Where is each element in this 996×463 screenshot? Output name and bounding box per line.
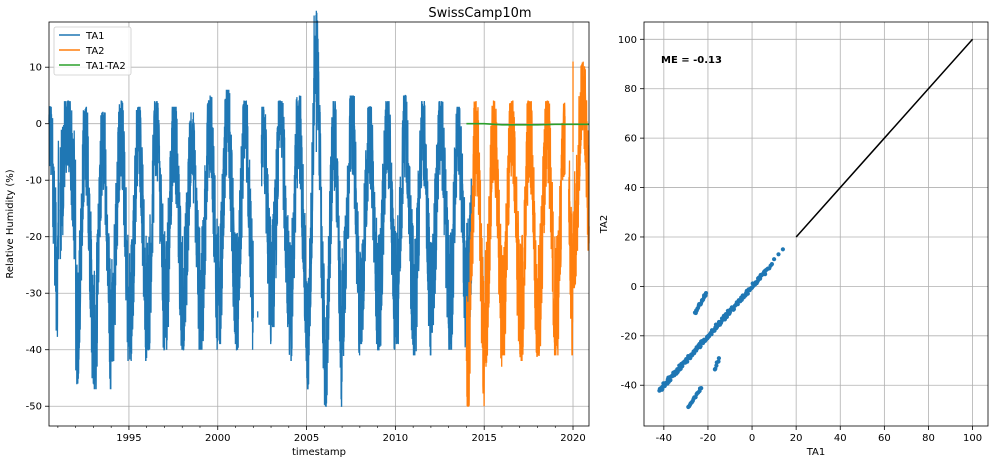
scatter-xtick-label: 100 [963,433,982,444]
scatter-point [776,252,781,257]
series-diff-line [466,122,589,126]
scatter-point [763,272,768,277]
legend-label-diff: TA1-TA2 [85,61,126,72]
scatter-xtick-label: 80 [922,433,935,444]
scatter-xtick-label: 20 [790,433,803,444]
scatter-xtick-label: -20 [700,433,716,444]
timeseries-title: SwissCamp10m [428,6,531,21]
scatter-point [699,386,704,391]
scatter-ytick-label: -20 [621,331,637,342]
scatter-point [716,356,722,361]
scatter-ytick-label: 100 [618,35,637,46]
scatter-point [713,366,718,371]
scatter-frame [643,21,989,427]
scatter-panel: -40 -20 0 20 40 60 80 100 100 80 60 40 20 0 -20 -40 ME … [599,21,989,458]
scatter-point [724,314,730,319]
timeseries-xtick-label: 1995 [116,433,141,444]
timeseries-panel: 1995 2000 2005 2010 2015 2020 10 0 -10 -20 -30 -40 -… [5,6,590,458]
timeseries-ytick-label: 10 [29,63,42,74]
scatter-data [657,38,974,410]
timeseries-ytick-label: 0 [36,119,42,130]
scatter-ytick-label: 20 [624,232,637,243]
timeseries-ylabel: Relative Humidity (%) [5,169,16,278]
scatter-reference-line [795,38,974,238]
scatter-point [698,344,703,349]
scatter-point [780,247,786,252]
timeseries-ytick-label: -30 [26,289,42,300]
timeseries-ytick-label: -40 [26,345,42,356]
scatter-point [716,359,721,364]
timeseries-frame [48,21,590,427]
scatter-ytick-label: 0 [631,282,637,293]
timeseries-xtick-label: 2010 [383,433,408,444]
scatter-ylabel: TA2 [599,215,610,235]
scatter-point [745,291,750,296]
timeseries-ytick-label: -10 [26,176,42,187]
scatter-xlabel: TA1 [806,447,826,458]
scatter-point [735,302,740,307]
scatter-point [714,363,719,368]
scatter-point [769,262,775,267]
timeseries-xtick-label: 2000 [205,433,230,444]
timeseries-xlabel: timestamp [292,447,346,458]
scatter-ytick-label: -40 [621,381,637,392]
legend-label-ta1: TA1 [85,31,105,42]
scatter-point [685,359,690,364]
series-ta1-line [48,12,473,407]
scatter-annotation-me: ME = -0.13 [661,55,722,66]
scatter-ytick-label: 40 [624,183,637,194]
scatter-xtick-label: -40 [656,433,672,444]
scatter-point [772,257,777,262]
legend-box [53,26,132,76]
timeseries-xtick-label: 2020 [560,433,585,444]
scatter-gridlines [644,22,988,426]
timeseries-legend: TA1 TA2 TA1-TA2 [53,26,132,76]
timeseries-data [48,10,590,407]
timeseries-ytick-label: -50 [26,402,42,413]
timeseries-ytick-label: -20 [26,232,42,243]
timeseries-ticks: 1995 2000 2005 2010 2015 2020 10 0 -10 -20 -30 -40 -… [26,63,586,444]
scatter-xtick-label: 0 [749,433,755,444]
timeseries-xtick-label: 2005 [294,433,319,444]
timeseries-xtick-label: 2015 [471,433,496,444]
scatter-point [731,307,737,312]
scatter-ytick-label: 60 [624,134,637,145]
scatter-point [668,378,673,383]
scatter-point [703,291,709,296]
scatter-xtick-label: 40 [834,433,847,444]
legend-label-ta2: TA2 [85,46,105,57]
scatter-xtick-label: 60 [878,433,891,444]
series-ta2-line [465,61,590,407]
scatter-ytick-label: 80 [624,84,637,95]
scatter-ticks: -40 -20 0 20 40 60 80 100 100 80 60 40 20 0 -20 -40 [618,35,982,444]
